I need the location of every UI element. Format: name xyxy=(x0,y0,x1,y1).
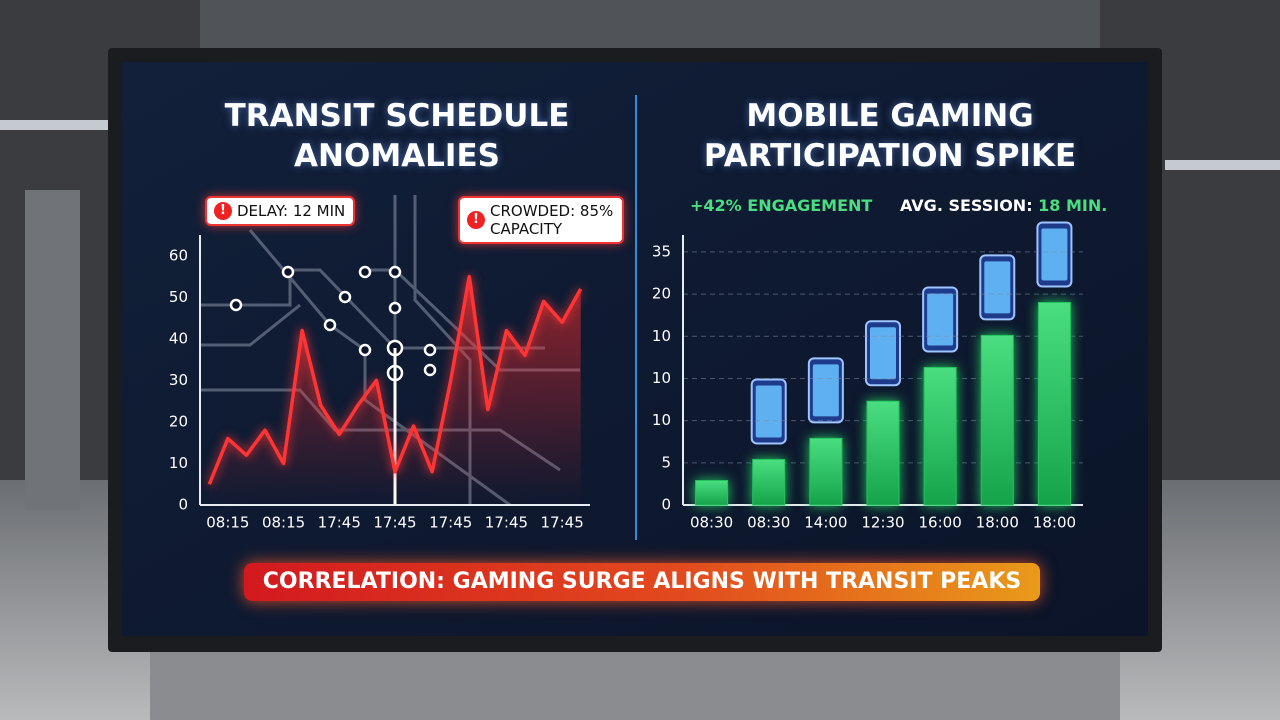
metro-stations xyxy=(229,265,437,382)
x-tick-label: 17:45 xyxy=(485,514,528,532)
x-tick-label: 18:00 xyxy=(976,514,1019,532)
chart-title: TRANSIT SCHEDULE ANOMALIES xyxy=(224,98,570,174)
x-tick-label: 08:15 xyxy=(206,514,249,532)
annotation: DELAY: 12 MIN xyxy=(205,196,356,226)
phone-illustrations xyxy=(750,221,1073,445)
annotation: 18 MIN. xyxy=(1038,196,1108,215)
x-tick-label: 17:45 xyxy=(429,514,472,532)
y-tick-label: 20 xyxy=(169,412,188,430)
x-tick-label: 14:00 xyxy=(804,514,847,532)
y-tick-label: 0 xyxy=(178,496,188,514)
x-tick-label: 12:30 xyxy=(861,514,904,532)
y-tick-label: 0 xyxy=(661,496,671,514)
x-tick-label: 17:45 xyxy=(373,514,416,532)
phone-screen xyxy=(870,327,896,380)
phone-screen xyxy=(984,261,1011,314)
annotation: AVG. SESSION: 18 MIN. xyxy=(900,196,1107,215)
x-tick-label: 08:30 xyxy=(690,514,733,532)
ceiling-light xyxy=(1165,160,1280,170)
y-tick-label: 50 xyxy=(169,288,188,306)
annotation: AVG. SESSION: xyxy=(900,196,1033,215)
y-tick-label: 10 xyxy=(652,411,671,429)
pillar xyxy=(25,190,80,510)
y-tick-label: 40 xyxy=(169,329,188,347)
x-tick-label: 08:15 xyxy=(262,514,305,532)
ceiling-light xyxy=(0,120,110,130)
y-tick-label: 10 xyxy=(652,369,671,387)
y-tick-label: 10 xyxy=(652,327,671,345)
phone-screen xyxy=(812,364,839,417)
y-tick-label: 30 xyxy=(169,371,188,389)
mount xyxy=(200,0,1100,48)
bar xyxy=(1037,302,1071,506)
x-tick-label: 17:45 xyxy=(318,514,361,532)
x-tick-label: 16:00 xyxy=(919,514,962,532)
bar xyxy=(809,437,843,506)
bar xyxy=(752,458,786,506)
phone-screen xyxy=(1041,228,1068,281)
y-tick-label: 35 xyxy=(652,242,671,260)
line xyxy=(207,274,583,485)
phone-screen xyxy=(755,385,782,438)
annotation: +42% ENGAGEMENT xyxy=(690,196,873,215)
bar xyxy=(866,400,900,506)
x-tick-label: 17:45 xyxy=(541,514,584,532)
phone-screen xyxy=(927,293,954,346)
y-tick-label: 20 xyxy=(652,285,671,303)
chart-title: MOBILE GAMING PARTICIPATION SPIKE xyxy=(703,98,1077,174)
bar xyxy=(980,334,1014,506)
y-tick-label: 10 xyxy=(169,454,188,472)
x-tick-label: 08:30 xyxy=(747,514,790,532)
y-tick-label: 5 xyxy=(661,453,671,471)
bar xyxy=(695,480,729,506)
y-tick-label: 60 xyxy=(169,246,188,264)
footer-banner: CORRELATION: GAMING SURGE ALIGNS WITH TR… xyxy=(244,563,1040,601)
annotation: CROWDED: 85% CAPACITY xyxy=(458,196,624,244)
bar xyxy=(923,366,957,506)
x-tick-label: 18:00 xyxy=(1033,514,1076,532)
